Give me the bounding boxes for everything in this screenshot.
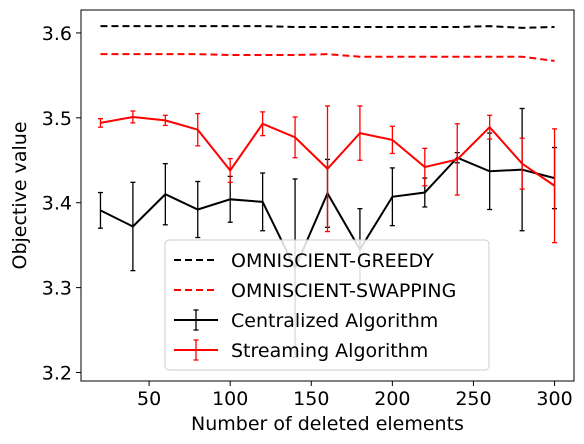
legend-label: OMNISCIENT-GREEDY (231, 250, 434, 272)
error-bar (552, 128, 558, 244)
error-bar (130, 181, 136, 272)
legend-label: Centralized Algorithm (231, 310, 438, 332)
series-omniscient-greedy (100, 25, 555, 29)
error-bar (260, 111, 266, 137)
x-tick-label: 100 (212, 388, 248, 410)
y-tick-label: 3.6 (42, 23, 72, 45)
error-bar (97, 118, 103, 128)
x-tick-label: 150 (293, 388, 329, 410)
error-bar (292, 116, 298, 159)
error-bar (487, 114, 493, 140)
series-omniscient-swapping (100, 53, 555, 62)
legend-item: OMNISCIENT-SWAPPING (174, 280, 456, 302)
legend-label: OMNISCIENT-SWAPPING (231, 280, 456, 302)
legend-label: Streaming Algorithm (231, 340, 428, 362)
error-bar (389, 125, 395, 155)
error-bar (162, 114, 168, 127)
y-tick-label: 3.2 (42, 363, 72, 385)
x-tick-label: 250 (455, 388, 491, 410)
legend-box (164, 239, 490, 371)
error-bar (325, 105, 330, 233)
plot-series (97, 25, 558, 358)
y-tick-label: 3.4 (42, 193, 72, 215)
error-bar (130, 110, 136, 124)
error-bar (357, 105, 363, 161)
error-bar (195, 180, 201, 239)
series-line (100, 25, 555, 29)
plot-frame (80, 9, 575, 382)
y-tick-label: 3.5 (42, 108, 72, 130)
error-bar (227, 157, 233, 183)
y-tick-label: 3.3 (42, 278, 72, 300)
y-axis-label: Objective value (9, 121, 31, 269)
error-bar (454, 123, 460, 196)
series-line (100, 53, 555, 62)
legend: OMNISCIENT-GREEDY OMNISCIENT-SWAPPING Cent… (164, 239, 490, 371)
x-tick-label: 200 (374, 388, 410, 410)
error-bar (97, 191, 103, 229)
series-streaming-algorithm (97, 105, 558, 244)
error-bar (389, 167, 395, 227)
error-bar (260, 172, 266, 232)
legend-item: OMNISCIENT-GREEDY (174, 250, 434, 272)
legend-item: Streaming Algorithm (174, 339, 428, 362)
error-bar (195, 112, 201, 147)
legend-item: Centralized Algorithm (174, 309, 438, 332)
error-bar (422, 147, 428, 187)
x-tick-label: 50 (137, 388, 161, 410)
error-bar (519, 137, 525, 190)
x-axis-label: Number of deleted elements (191, 413, 464, 435)
x-tick-label: 300 (536, 388, 572, 410)
axes: 50 100 150 200 250 300 3.2 3.3 3.4 3.5 3.6 (42, 23, 573, 410)
error-bar (162, 163, 168, 226)
